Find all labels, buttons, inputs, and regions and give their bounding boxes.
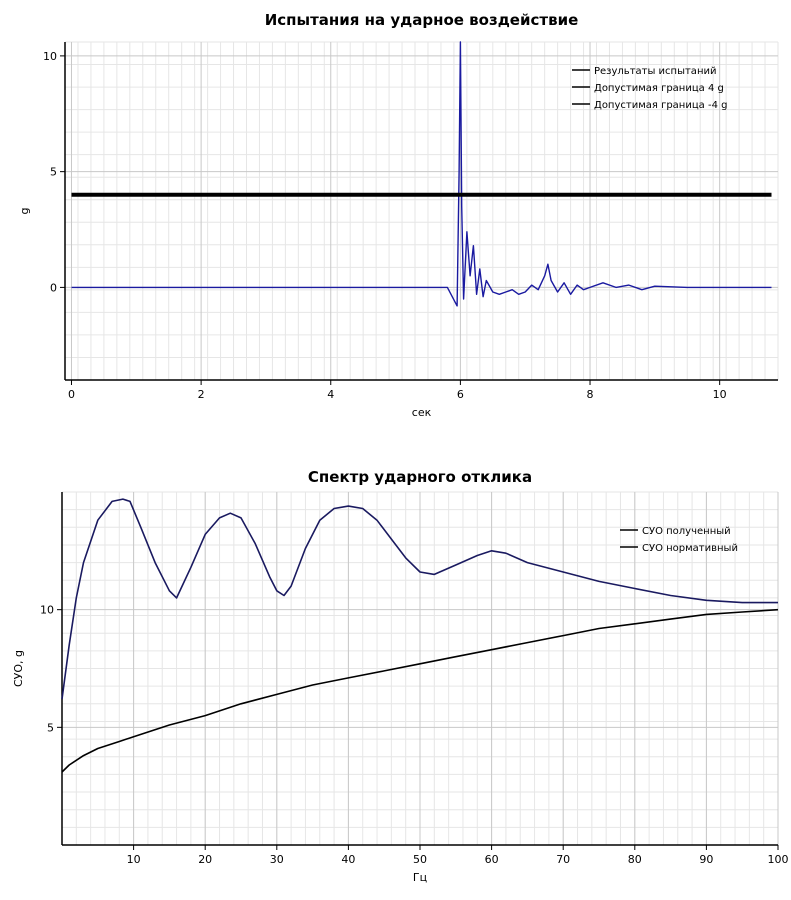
x-tick-label: 90: [699, 853, 713, 866]
x-axis-label: сек: [412, 406, 432, 419]
x-tick-label: 6: [457, 388, 464, 401]
y-tick-label: 0: [50, 281, 57, 294]
y-tick-label: 10: [43, 50, 57, 63]
y-tick-label: 10: [40, 604, 54, 617]
legend-entry: СУО полученный: [642, 526, 731, 537]
series-line-1: [61, 608, 779, 773]
x-tick-label: 0: [68, 388, 75, 401]
x-tick-label: 30: [270, 853, 284, 866]
grid: [64, 41, 779, 381]
chart-shock-response-spectrum: Спектр ударного отклика 10 20 30 40 50 60 70 80 9…: [12, 468, 789, 884]
x-tick-label: 40: [341, 853, 355, 866]
series-line-0: [71, 41, 772, 307]
legend: Результаты испытаний Допустимая граница 4…: [572, 66, 727, 111]
x-tick-label: 10: [127, 853, 141, 866]
x-tick-label: 10: [713, 388, 727, 401]
x-tick-label: 50: [413, 853, 427, 866]
x-tick-label: 70: [556, 853, 570, 866]
x-tick-label: 100: [768, 853, 789, 866]
chart-title: Испытания на ударное воздействие: [265, 11, 579, 29]
chart-title: Спектр ударного отклика: [308, 468, 532, 486]
legend-entry: Допустимая граница 4 g: [594, 83, 724, 94]
y-tick-label: 5: [47, 721, 54, 734]
grid: [61, 491, 779, 846]
x-tick-label: 2: [198, 388, 205, 401]
x-axis-label: Гц: [413, 871, 427, 884]
x-tick-label: 4: [327, 388, 334, 401]
legend-entry: СУО нормативный: [642, 543, 738, 554]
legend-entry: Допустимая граница -4 g: [594, 100, 727, 111]
x-tick-label: 80: [628, 853, 642, 866]
y-axis-label: СУО, g: [12, 650, 25, 687]
chart-shock-test: Испытания на ударное воздействие 0 2 4 6 8 10 1…: [18, 11, 779, 419]
legend: СУО полученный СУО нормативный: [620, 526, 738, 554]
series-line-0: [61, 498, 778, 700]
y-tick-label: 5: [50, 166, 57, 179]
x-tick-label: 60: [485, 853, 499, 866]
x-tick-label: 8: [587, 388, 594, 401]
x-tick-label: 20: [198, 853, 212, 866]
y-axis-label: g: [18, 208, 31, 215]
legend-entry: Результаты испытаний: [594, 66, 716, 77]
